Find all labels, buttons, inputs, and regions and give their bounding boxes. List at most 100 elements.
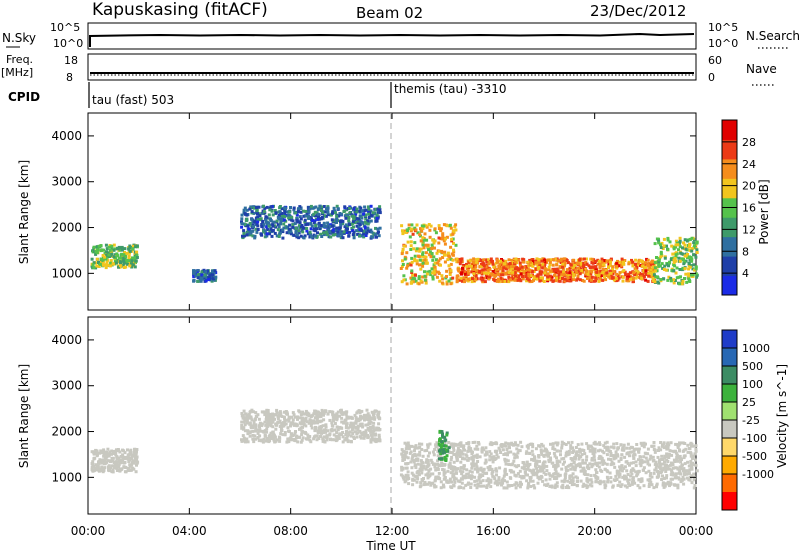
velocity-cell-region-0 (113, 450, 117, 454)
velocity-cell-region-2 (692, 472, 696, 476)
velocity-cell-region-1 (330, 424, 334, 428)
power-cell-region-4 (549, 258, 553, 262)
velocity-cell-region-2 (626, 479, 630, 483)
velocity-cell-region-2 (520, 476, 524, 480)
power-cell-region-0 (109, 261, 113, 265)
velocity-cell-region-1 (304, 416, 308, 420)
power-cell-region-2 (264, 220, 268, 224)
power-cell-region-2 (288, 223, 292, 227)
velocity-cell-region-2 (532, 484, 536, 487)
power-cell-region-2 (361, 221, 364, 225)
velocity-cell-region-2 (667, 456, 671, 459)
velocity-cell-region-1 (298, 427, 301, 431)
velocity-cell-region-2 (475, 486, 479, 490)
power-cell-region-4 (600, 257, 604, 261)
velocity-cell-region-2 (692, 477, 696, 481)
velocity-cell-region-2 (536, 470, 539, 474)
velocity-cell-region-2 (587, 478, 591, 482)
power-cell-region-3 (437, 241, 441, 245)
velocity-cell-region-2 (633, 453, 637, 457)
velocity-cell-region-2 (484, 446, 488, 450)
velocity-cell-region-0 (106, 459, 110, 463)
velocity-cell-region-1 (324, 423, 328, 427)
velocity-cell-region-2 (661, 483, 665, 487)
velocity-cell-region-2 (450, 465, 454, 469)
velocity-cell-region-2 (597, 465, 601, 469)
velocity-cell-region-0 (95, 450, 99, 454)
power-cell-region-0 (108, 248, 112, 252)
power-cell-region-2 (347, 216, 351, 219)
velocity-cell-region-2 (655, 475, 659, 479)
velocity-cell-region-2 (590, 457, 594, 460)
velocity-cell-region-0 (123, 461, 127, 464)
velocity-cell-region-2 (574, 446, 578, 449)
velocity-cell-region-2 (557, 474, 561, 478)
velocity-cell-region-2 (690, 481, 694, 485)
power-cell-region-4 (471, 277, 474, 281)
velocity-cell-region-0 (119, 454, 123, 458)
velocity-cell-region-2 (598, 448, 602, 452)
velocity-cell-region-2 (615, 442, 619, 446)
power-cell-region-4 (543, 273, 547, 277)
velocity-cell-region-1 (357, 417, 361, 421)
power-cell-region-3 (412, 247, 416, 251)
velocity-cell-region-1 (256, 413, 260, 417)
velocity-cell-region-1 (331, 419, 335, 423)
power-cell-region-5 (688, 280, 692, 283)
power-cell-region-4 (507, 263, 510, 267)
velocity-cell-region-2 (433, 479, 437, 483)
velocity-cell-region-2 (564, 466, 568, 469)
power-cell-region-2 (264, 218, 268, 222)
velocity-cell-region-2 (518, 469, 522, 473)
power-cell-region-2 (307, 214, 311, 218)
velocity-cell-region-0 (111, 470, 115, 474)
power-cell-region-2 (262, 204, 265, 208)
velocity-cell-region-1 (258, 434, 262, 438)
velocity-cell-region-2 (462, 444, 466, 448)
power-cell-region-2 (376, 227, 380, 231)
power-cell-region-5 (679, 275, 682, 279)
velocity-cell-region-2 (459, 441, 463, 445)
power-cell-region-4 (615, 266, 619, 270)
velocity-cell-region-1 (340, 416, 344, 420)
power-cell-region-4 (521, 277, 525, 281)
power-cell-region-2 (350, 214, 354, 218)
power-cell-region-4 (624, 273, 628, 277)
velocity-cell-region-2 (647, 485, 651, 488)
power-cell-region-2 (296, 220, 300, 224)
velocity-cell-region-0 (117, 463, 121, 467)
power-cell-region-3 (424, 281, 428, 285)
velocity-cell-region-2 (488, 480, 491, 484)
velocity-cell-region-2 (561, 462, 565, 466)
velocity-cell-region-0 (135, 461, 139, 465)
velocity-cell-region-1 (369, 426, 372, 429)
velocity-cell-region-1 (295, 434, 299, 438)
velocity-cell-region-1 (244, 412, 248, 416)
power-cell-region-2 (245, 208, 249, 212)
velocity-cell-region-2 (414, 454, 418, 458)
velocity-cell-region-0 (100, 465, 104, 469)
velocity-cell-region-2 (621, 446, 625, 450)
velocity-cell-region-1 (301, 410, 305, 414)
power-cell-region-3 (445, 269, 449, 273)
velocity-cell-region-1 (336, 414, 340, 418)
power-cell-region-0 (135, 253, 139, 257)
power-cell-region-3 (414, 228, 418, 232)
velocity-cell-region-2 (510, 484, 514, 487)
velocity-cell-region-1 (259, 429, 263, 433)
power-cell-region-2 (345, 231, 349, 234)
velocity-cell-region-2 (555, 456, 558, 460)
velocity-cell-region-1 (354, 416, 358, 420)
power-cell-region-1 (207, 275, 211, 279)
power-cell-region-3 (442, 223, 446, 227)
velocity-cell-region-2 (449, 485, 453, 489)
power-cell-region-2 (257, 212, 261, 216)
power-cell-region-4 (567, 274, 571, 278)
power-cell-region-3 (438, 249, 441, 253)
velocity-cell-region-1 (256, 436, 260, 439)
power-cell-region-3 (418, 233, 422, 237)
velocity-cell-region-2 (479, 484, 483, 488)
power-cell-region-4 (540, 279, 544, 283)
velocity-cell-region-2 (530, 457, 534, 461)
power-cell-region-4 (589, 278, 593, 282)
